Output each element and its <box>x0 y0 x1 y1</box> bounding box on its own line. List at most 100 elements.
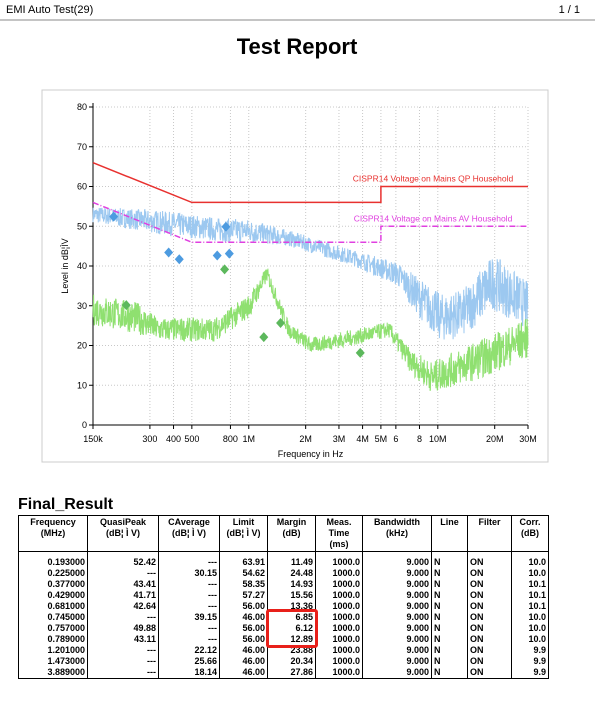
column-header: QuasiPeak (dB¦ Ì V) <box>87 515 159 552</box>
cell: 27.86 <box>267 667 316 679</box>
cell: N <box>431 656 468 667</box>
cell: 22.12 <box>158 645 220 656</box>
cell: 1000.0 <box>315 667 363 679</box>
column-header: Corr. (dB) <box>511 515 549 552</box>
plot: 0 10 20 30 40 50 60 70 80 150k 300 400 500 800 1M 2M 3M 4… <box>60 102 537 459</box>
y-tick-label: 30 <box>77 301 87 311</box>
cell: 9.000 <box>362 623 432 634</box>
cell: 1000.0 <box>315 612 363 623</box>
cell: 9.9 <box>511 667 549 679</box>
x-tick-label: 3M <box>333 434 346 444</box>
cell: 56.00 <box>219 623 268 634</box>
cell: --- <box>158 590 220 601</box>
data-row: 0.757000 49.88 --- 56.00 6.12 1000.0 9.000 N ON 1… <box>18 623 549 634</box>
cell: ON <box>467 667 512 679</box>
data-row: 1.473000 --- 25.66 46.00 20.34 1000.0 9.000 N ON… <box>18 656 549 667</box>
cell: 41.71 <box>87 590 159 601</box>
cell: --- <box>87 667 159 679</box>
result-marker <box>164 247 174 258</box>
cell: N <box>431 601 468 612</box>
cell: --- <box>87 645 159 656</box>
cell: 46.00 <box>219 667 268 679</box>
data-row: 0.745000 --- 39.15 46.00 6.85 1000.0 9.000 N ON 1… <box>18 612 549 623</box>
cell: 0.429000 <box>18 590 88 601</box>
cell: 0.193000 <box>18 557 88 568</box>
data-row: 0.225000 --- 30.15 54.62 24.48 1000.0 9.000 N ON… <box>18 568 549 579</box>
cell: 43.41 <box>87 579 159 590</box>
y-tick-label: 0 <box>82 420 87 430</box>
data-row: 0.429000 41.71 --- 57.27 15.56 1000.0 9.000 N ON… <box>18 590 549 601</box>
cell: 18.14 <box>158 667 220 679</box>
cell: 9.000 <box>362 645 432 656</box>
x-tick-label: 500 <box>184 434 199 444</box>
column-header: Meas. Time (ms) <box>315 515 363 552</box>
data-row: 1.201000 --- 22.12 46.00 23.88 1000.0 9.000 N ON… <box>18 645 549 656</box>
spacer-row <box>18 551 549 557</box>
cell: --- <box>158 601 220 612</box>
cell: 9.000 <box>362 601 432 612</box>
cell: 0.745000 <box>18 612 88 623</box>
cell: 24.48 <box>267 568 316 579</box>
spacer-cell <box>511 551 549 557</box>
limit-label: CISPR14 Voltage on Mains QP Household <box>353 174 514 184</box>
cell: 1000.0 <box>315 557 363 568</box>
qp-trace <box>92 207 529 340</box>
cell: 1000.0 <box>315 590 363 601</box>
data-row: 0.377000 43.41 --- 58.35 14.93 1000.0 9.000 N ON… <box>18 579 549 590</box>
y-tick-label: 40 <box>77 261 87 271</box>
column-header: Limit (dB¦ Ì V) <box>219 515 268 552</box>
data-row: 0.789000 43.11 --- 56.00 12.89 1000.0 9.000 N ON… <box>18 634 549 645</box>
cell: 0.377000 <box>18 579 88 590</box>
result-marker <box>355 347 365 358</box>
cell: 9.000 <box>362 656 432 667</box>
cell: ON <box>467 590 512 601</box>
cell: ON <box>467 623 512 634</box>
y-tick-label: 60 <box>77 182 87 192</box>
cell: 9.9 <box>511 645 549 656</box>
cell: N <box>431 568 468 579</box>
cell: 30.15 <box>158 568 220 579</box>
av-trace <box>92 268 529 392</box>
cell: 0.757000 <box>18 623 88 634</box>
column-header: CAverage (dB¦ Ì V) <box>158 515 220 552</box>
cell: N <box>431 623 468 634</box>
cell: 46.00 <box>219 656 268 667</box>
cell: N <box>431 579 468 590</box>
cell: 57.27 <box>219 590 268 601</box>
data-row: 0.193000 52.42 --- 63.91 11.49 1000.0 9.000 N ON… <box>18 557 549 568</box>
y-tick-label: 80 <box>77 102 87 112</box>
cell: --- <box>87 568 159 579</box>
cell: 1000.0 <box>315 623 363 634</box>
result-marker <box>276 318 286 329</box>
cell: 9.000 <box>362 634 432 645</box>
cell: 1.201000 <box>18 645 88 656</box>
cell: 1000.0 <box>315 579 363 590</box>
x-tick-label: 800 <box>223 434 238 444</box>
cell: 10.0 <box>511 634 549 645</box>
y-tick-label: 20 <box>77 341 87 351</box>
cell: ON <box>467 645 512 656</box>
header-right: 1 / 1 <box>559 4 580 16</box>
cell: ON <box>467 612 512 623</box>
cell: N <box>431 612 468 623</box>
header-row: Frequency (MHz) QuasiPeak (dB¦ Ì V) CAvera… <box>18 515 549 552</box>
x-tick-label: 4M <box>356 434 369 444</box>
cell: 46.00 <box>219 612 268 623</box>
cell: 9.000 <box>362 590 432 601</box>
cell: N <box>431 667 468 679</box>
y-tick-label: 50 <box>77 221 87 231</box>
cell: --- <box>87 656 159 667</box>
result-marker <box>212 250 222 261</box>
cell: 63.91 <box>219 557 268 568</box>
report-head: EMI Auto Test(29) 1 / 1 Test Report 0 10 2… <box>0 4 595 463</box>
x-tick-label: 400 <box>166 434 181 444</box>
column-header: Line <box>431 515 468 552</box>
cell: 39.15 <box>158 612 220 623</box>
cell: 56.00 <box>219 601 268 612</box>
cell: 9.000 <box>362 568 432 579</box>
y-tick-label: 10 <box>77 380 87 390</box>
column-header: Filter <box>467 515 512 552</box>
cell: 1000.0 <box>315 601 363 612</box>
result-marker <box>109 211 119 222</box>
